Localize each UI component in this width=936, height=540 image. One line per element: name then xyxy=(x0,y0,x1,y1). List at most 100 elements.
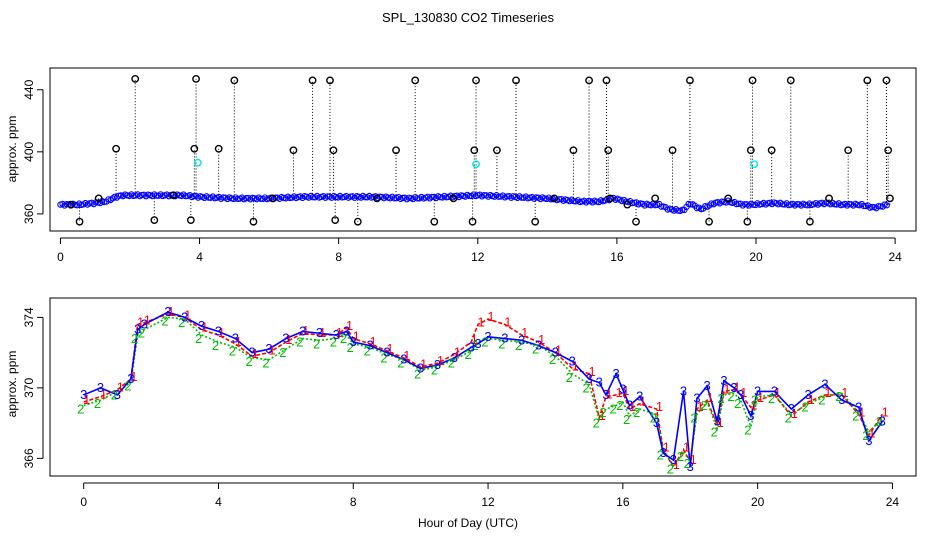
series-marker-1: 1 xyxy=(454,344,461,359)
baseline-point xyxy=(883,202,890,209)
series-marker-2: 2 xyxy=(195,331,202,346)
outlier-point xyxy=(326,76,334,85)
outlier-point xyxy=(468,217,477,226)
series-marker-2: 2 xyxy=(313,336,320,351)
series-marker-3: 3 xyxy=(788,401,795,416)
series-marker-3: 3 xyxy=(660,445,667,460)
baseline-point xyxy=(518,194,525,201)
series-marker-2: 2 xyxy=(677,449,684,464)
series-marker-2: 2 xyxy=(498,336,505,351)
outlier-point xyxy=(411,76,420,85)
series-marker-3: 3 xyxy=(282,331,289,346)
series-marker-1: 1 xyxy=(757,390,764,405)
series-marker-2: 2 xyxy=(802,400,809,415)
top-plot-frame xyxy=(49,67,917,232)
series-marker-1: 1 xyxy=(252,346,259,361)
series-marker-1: 1 xyxy=(717,415,724,430)
outlier-point xyxy=(884,146,893,155)
series-marker-2: 2 xyxy=(862,428,869,443)
outlier-point xyxy=(724,194,733,203)
outlier-point xyxy=(249,217,258,226)
baseline-point xyxy=(63,201,70,208)
series-marker-1: 1 xyxy=(750,397,757,412)
flagged-point xyxy=(193,158,202,167)
outlier-point xyxy=(786,76,795,85)
series-marker-1: 1 xyxy=(477,314,484,329)
series-marker-3: 3 xyxy=(434,357,441,372)
series-marker-2: 2 xyxy=(657,447,664,462)
series-marker-3: 3 xyxy=(535,338,542,353)
series-marker-2: 2 xyxy=(785,410,792,425)
outlier-point xyxy=(585,76,593,85)
series-marker-3: 3 xyxy=(670,452,677,467)
series-marker-2: 2 xyxy=(717,391,724,406)
series-marker-2: 2 xyxy=(229,343,236,358)
outlier-point xyxy=(886,194,894,203)
outlier-point xyxy=(331,216,340,225)
series-marker-3: 3 xyxy=(865,433,872,448)
series-marker-3: 3 xyxy=(855,399,862,414)
series-marker-1: 1 xyxy=(137,314,144,329)
series-marker-2: 2 xyxy=(111,387,118,402)
series-marker-2: 2 xyxy=(599,405,606,420)
series-marker-1: 1 xyxy=(629,399,636,414)
series-marker-2: 2 xyxy=(296,335,303,350)
series-marker-3: 3 xyxy=(612,366,619,381)
outlier-point xyxy=(825,194,833,203)
series-marker-3: 3 xyxy=(626,398,633,413)
baseline-point xyxy=(793,200,801,208)
baseline-point xyxy=(182,193,189,200)
outlier-point xyxy=(449,194,458,203)
series-marker-2: 2 xyxy=(330,335,337,350)
outlier-point xyxy=(882,76,891,85)
series-marker-1: 1 xyxy=(184,307,191,322)
series-marker-2: 2 xyxy=(515,338,522,353)
bottom-lines xyxy=(83,311,883,469)
outlier-point xyxy=(373,194,381,203)
baseline-point xyxy=(585,197,592,205)
x-tick-label: 24 xyxy=(886,495,900,509)
y-tick-label: 360 xyxy=(22,204,36,224)
series-marker-2: 2 xyxy=(380,350,387,365)
top-marks xyxy=(57,74,894,226)
outlier-point xyxy=(230,76,239,85)
series-marker-2: 2 xyxy=(768,391,775,406)
baseline-point xyxy=(205,194,212,201)
outlier-point xyxy=(651,194,660,203)
series-marker-2: 2 xyxy=(178,315,185,330)
bottom-y-axis-label: approx. ppm xyxy=(5,351,19,418)
series-marker-1: 1 xyxy=(723,381,730,396)
series-marker-1: 1 xyxy=(733,380,740,395)
series-marker-3: 3 xyxy=(474,336,481,351)
series-marker-2: 2 xyxy=(609,402,616,417)
series-marker-3: 3 xyxy=(97,380,104,395)
series-marker-3: 3 xyxy=(164,304,171,319)
outlier-point xyxy=(668,146,677,155)
series-marker-3: 3 xyxy=(451,350,458,365)
series-marker-1: 1 xyxy=(403,348,410,363)
baseline-point xyxy=(687,201,694,208)
baseline-point xyxy=(869,203,876,211)
series-marker-3: 3 xyxy=(518,332,525,347)
series-marker-3: 3 xyxy=(602,387,609,402)
series-marker-3: 3 xyxy=(619,382,626,397)
series-marker-3: 3 xyxy=(747,408,754,423)
series-marker-1: 1 xyxy=(285,332,292,347)
outlier-point xyxy=(392,146,400,155)
x-tick-label: 0 xyxy=(57,250,64,264)
series-marker-3: 3 xyxy=(400,352,407,367)
outlier-point xyxy=(686,76,694,85)
series-marker-3: 3 xyxy=(343,323,350,338)
outlier-point xyxy=(493,146,501,155)
x-tick-label: 20 xyxy=(751,495,765,509)
series-marker-1: 1 xyxy=(690,452,697,467)
baseline-point xyxy=(399,194,406,202)
series-marker-2: 2 xyxy=(448,356,455,371)
series-marker-1: 1 xyxy=(808,392,815,407)
series-marker-1: 1 xyxy=(487,309,494,324)
series-marker-3: 3 xyxy=(720,373,727,388)
baseline-point xyxy=(428,193,436,201)
series-marker-3: 3 xyxy=(484,329,491,344)
